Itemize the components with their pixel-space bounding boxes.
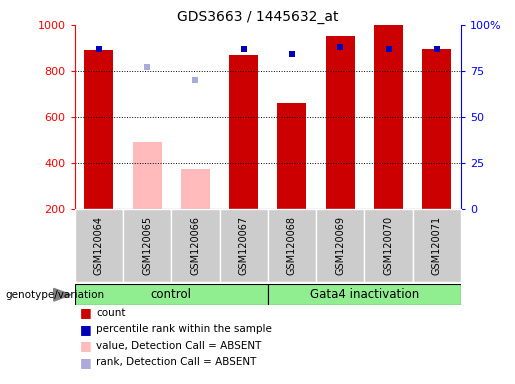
Bar <box>75 209 123 282</box>
Text: GSM120070: GSM120070 <box>384 216 393 275</box>
Bar <box>316 209 365 282</box>
Bar <box>219 209 268 282</box>
Text: GSM120067: GSM120067 <box>238 216 249 275</box>
Bar <box>123 209 171 282</box>
Bar <box>171 209 219 282</box>
Text: GSM120069: GSM120069 <box>335 216 345 275</box>
Text: count: count <box>96 308 126 318</box>
Text: GSM120071: GSM120071 <box>432 216 442 275</box>
Point <box>433 46 441 52</box>
Point <box>384 46 392 52</box>
Text: rank, Detection Call = ABSENT: rank, Detection Call = ABSENT <box>96 358 256 367</box>
Bar <box>413 209 461 282</box>
Text: ■: ■ <box>80 339 92 353</box>
Text: ■: ■ <box>80 323 92 336</box>
Bar <box>75 284 268 305</box>
Text: GSM120064: GSM120064 <box>94 216 104 275</box>
Point <box>95 46 103 52</box>
Bar <box>133 142 162 209</box>
Text: genotype/variation: genotype/variation <box>5 290 104 300</box>
Text: Gata4 inactivation: Gata4 inactivation <box>310 288 419 301</box>
Text: ■: ■ <box>80 356 92 369</box>
Bar <box>268 284 461 305</box>
Bar <box>229 55 258 209</box>
Bar <box>84 50 113 209</box>
Bar <box>365 209 413 282</box>
Bar <box>181 169 210 209</box>
Polygon shape <box>54 288 71 301</box>
Point <box>336 44 345 50</box>
Text: GDS3663 / 1445632_at: GDS3663 / 1445632_at <box>177 10 338 23</box>
Text: control: control <box>151 288 192 301</box>
Text: value, Detection Call = ABSENT: value, Detection Call = ABSENT <box>96 341 262 351</box>
Bar <box>325 36 355 209</box>
Bar <box>374 25 403 209</box>
Text: GSM120068: GSM120068 <box>287 216 297 275</box>
Bar <box>278 103 306 209</box>
Point <box>288 51 296 58</box>
Text: GSM120066: GSM120066 <box>191 216 200 275</box>
Point <box>239 46 248 52</box>
Bar <box>422 49 451 209</box>
Text: percentile rank within the sample: percentile rank within the sample <box>96 324 272 334</box>
Bar <box>268 209 316 282</box>
Point <box>143 64 151 70</box>
Point <box>191 77 199 83</box>
Text: ■: ■ <box>80 306 92 319</box>
Text: GSM120065: GSM120065 <box>142 216 152 275</box>
